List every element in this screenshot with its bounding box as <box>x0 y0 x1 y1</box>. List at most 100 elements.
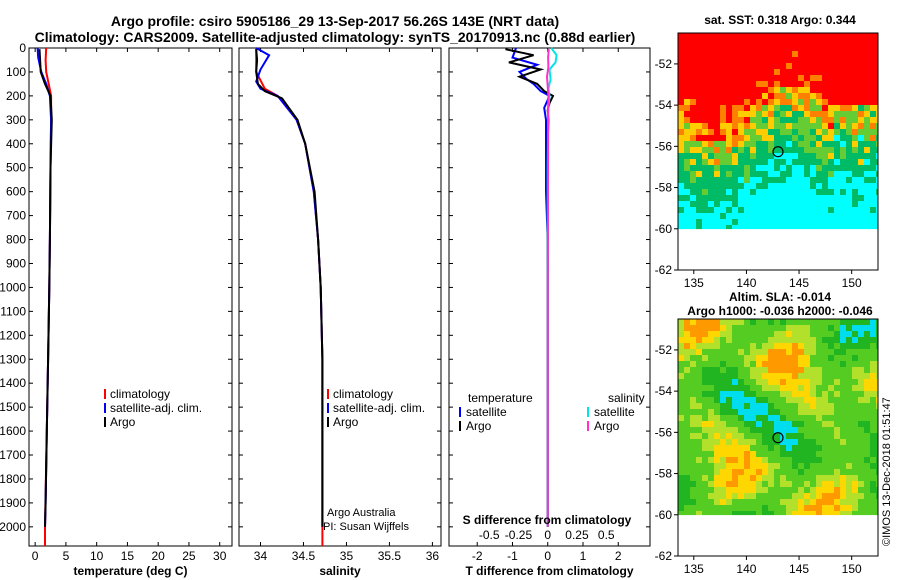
map-frame <box>677 32 879 271</box>
difference-panel: -2 -1 0 1 2T difference from climatology temp… <box>448 47 651 578</box>
y-tick-label: 700 <box>6 209 26 223</box>
series-line-satellite-adj-clim- <box>255 47 324 527</box>
imos-watermark: ©IMOS 13-Dec-2018 01:51:47 <box>881 397 893 546</box>
credit-line1: Argo Australia <box>327 507 396 519</box>
series-line-argo <box>38 49 53 527</box>
x-tick-label: 1 <box>580 549 587 563</box>
plot-frame <box>28 47 233 547</box>
y-tick-label: 0 <box>19 41 26 55</box>
x-axis-label-top: S difference from climatology <box>463 513 632 527</box>
x-tick-label: 2 <box>615 549 622 563</box>
y-tick-label: 2000 <box>0 520 26 534</box>
map-x-tick-label: 135 <box>684 276 704 290</box>
x-tick-label: 5 <box>63 549 70 563</box>
sla-map: 135 140 145 150 -52 -54 -56 -58 -60 -62 <box>655 318 879 576</box>
x-tick-label: 36 <box>426 549 440 563</box>
s-tick-label: 0 <box>544 528 551 542</box>
y-tick-label: 1500 <box>0 400 26 414</box>
map-y-tick-label: -52 <box>655 57 673 71</box>
x-tick-label: 34.5 <box>292 549 316 563</box>
sst-map: 135 140 145 150 -52 -54 -56 -58 -60 -62 <box>655 32 879 290</box>
map-x-tick-label: 140 <box>736 562 756 576</box>
x-axis-label: temperature (deg C) <box>73 564 187 578</box>
legend-label: satellite-adj. clim. <box>333 401 425 415</box>
x-tick-label: -1 <box>507 549 518 563</box>
y-tick-label: 1900 <box>0 496 26 510</box>
y-tick-label: 200 <box>6 89 26 103</box>
series-line-s-argo <box>545 49 550 527</box>
y-tick-label: 1700 <box>0 448 26 462</box>
y-tick-label: 800 <box>6 233 26 247</box>
x-tick-label: -2 <box>472 549 483 563</box>
map-y-tick-label: -62 <box>655 549 673 563</box>
x-tick-label: 15 <box>121 549 135 563</box>
map-y-tick-label: -62 <box>655 263 673 277</box>
series-line-climatology <box>255 48 324 546</box>
legend-label: Argo <box>466 419 492 433</box>
y-tick-label: 1100 <box>0 304 26 318</box>
y-tick-label: 400 <box>6 137 26 151</box>
map-field <box>678 33 879 230</box>
legend-label: Argo <box>333 415 359 429</box>
plot-frame <box>448 47 651 547</box>
s-tick-label: -0.25 <box>505 528 533 542</box>
map-y-tick-label: -60 <box>655 222 673 236</box>
series-line-t-satellite <box>511 47 551 527</box>
map-x-tick-label: 145 <box>789 562 809 576</box>
y-tick-label: 600 <box>6 185 26 199</box>
sla-map-title-line1: Altim. SLA: -0.014 <box>728 290 832 304</box>
legend-label: satellite-adj. clim. <box>110 401 202 415</box>
y-tick-label: 1000 <box>0 280 26 294</box>
map-y-tick-label: -58 <box>655 467 673 481</box>
map-field <box>678 319 879 516</box>
legend-label: satellite <box>466 405 507 419</box>
x-tick-label: 25 <box>182 549 196 563</box>
series-line-argo <box>255 49 324 527</box>
x-tick-label: 0 <box>32 549 39 563</box>
map-x-tick-label: 135 <box>684 562 704 576</box>
plot-frame <box>238 47 442 547</box>
temperature-panel: 0 5 10 15 20 25 300100200300400500600700800900… <box>0 41 233 578</box>
map-y-tick-label: -56 <box>655 139 673 153</box>
legend-label: satellite <box>594 405 635 419</box>
s-tick-label: 0.5 <box>598 528 615 542</box>
y-tick-label: 1400 <box>0 376 26 390</box>
credit-line2: PI: Susan Wijffels <box>323 521 409 533</box>
s-tick-label: 0.25 <box>565 528 589 542</box>
map-x-tick-label: 140 <box>736 276 756 290</box>
figure-title-line1: Argo profile: csiro 5905186_29 13-Sep-20… <box>110 13 560 29</box>
x-tick-label: 20 <box>152 549 166 563</box>
y-tick-label: 900 <box>6 256 26 270</box>
figure-title-line2: Climatology: CARS2009. Satellite-adjuste… <box>34 29 636 45</box>
legend-label: climatology <box>333 387 393 401</box>
y-tick-label: 1200 <box>0 328 26 342</box>
argo-position-marker <box>772 432 784 444</box>
map-y-tick-label: -58 <box>655 181 673 195</box>
x-tick-label: 30 <box>213 549 227 563</box>
map-frame <box>677 318 879 557</box>
argo-position-marker <box>772 146 784 158</box>
x-axis-label: T difference from climatology <box>465 564 633 578</box>
map-y-tick-label: -54 <box>655 98 673 112</box>
x-axis-label: salinity <box>319 564 361 578</box>
y-tick-label: 500 <box>6 161 26 175</box>
y-tick-label: 1800 <box>0 472 26 486</box>
legend-label: Argo <box>594 419 620 433</box>
x-tick-label: 10 <box>90 549 104 563</box>
map-y-tick-label: -52 <box>655 343 673 357</box>
s-tick-label: -0.5 <box>479 528 500 542</box>
legend-label: climatology <box>110 387 170 401</box>
legend-label: Argo <box>110 415 136 429</box>
sst-map-title: sat. SST: 0.318 Argo: 0.344 <box>704 13 856 27</box>
map-y-tick-label: -56 <box>655 425 673 439</box>
y-tick-label: 300 <box>6 113 26 127</box>
x-tick-label: 35.5 <box>378 549 402 563</box>
map-x-tick-label: 150 <box>842 562 862 576</box>
sla-map-title-line2: Argo h1000: -0.036 h2000: -0.046 <box>687 304 873 318</box>
legend-title-salinity: salinity <box>608 391 645 405</box>
map-x-tick-label: 150 <box>842 276 862 290</box>
x-tick-label: 0 <box>544 549 551 563</box>
legend-title-temperature: temperature <box>468 391 533 405</box>
x-tick-label: 35 <box>340 549 354 563</box>
